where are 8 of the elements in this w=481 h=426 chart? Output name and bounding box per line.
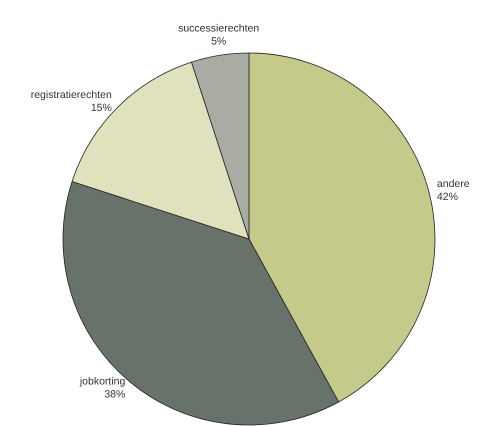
data-label: 15% bbox=[90, 102, 112, 114]
data-label: 38% bbox=[104, 388, 126, 400]
slice-label: registratierechten bbox=[30, 88, 112, 101]
slice-label: successierechten bbox=[178, 22, 260, 34]
slice-label: andere bbox=[436, 178, 470, 190]
slice-label: jobkorting bbox=[78, 375, 126, 388]
data-label: 42% bbox=[436, 190, 458, 203]
data-label: 5% bbox=[211, 35, 226, 48]
